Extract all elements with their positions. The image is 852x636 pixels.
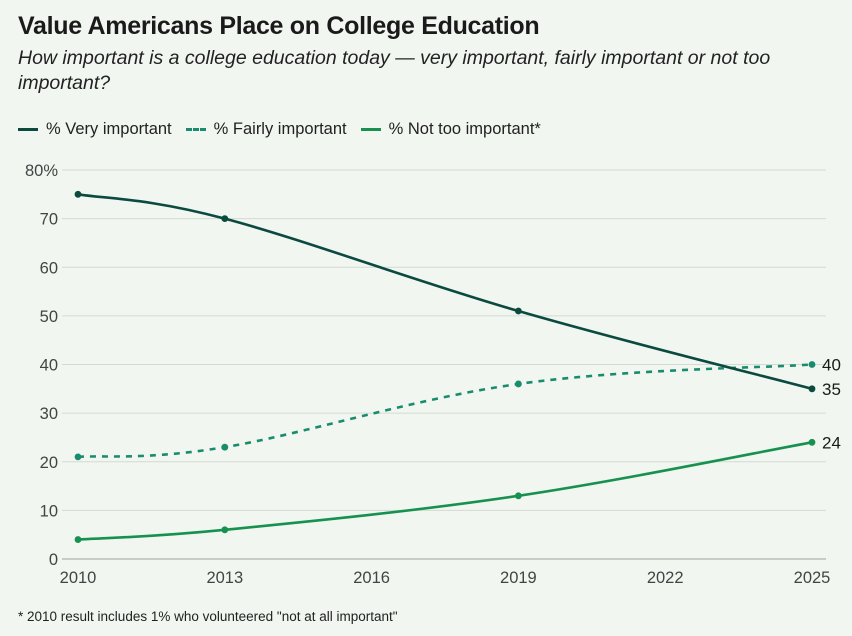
x-tick-label: 2022 xyxy=(647,569,684,587)
y-tick-label: 50 xyxy=(40,308,58,326)
series-line-very-important xyxy=(76,193,814,391)
x-tick-label: 2019 xyxy=(500,569,537,587)
chart-footnote: * 2010 result includes 1% who volunteere… xyxy=(18,609,398,624)
data-point-fairly-important xyxy=(808,361,816,368)
data-point-very-important xyxy=(515,307,522,315)
data-point-very-important xyxy=(808,385,816,393)
data-point-not-too-important xyxy=(74,536,82,543)
data-point-very-important xyxy=(74,190,82,198)
data-point-fairly-important xyxy=(515,380,522,388)
x-tick-label: 2016 xyxy=(353,569,390,587)
legend-item-not-too-important: % Not too important* xyxy=(360,119,541,139)
legend-item-fairly-important: % Fairly important xyxy=(185,119,347,139)
series-line-not-too-important xyxy=(76,441,814,541)
y-tick-label: 40 xyxy=(40,357,58,375)
chart-title: Value Americans Place on College Educati… xyxy=(18,12,540,40)
data-point-fairly-important xyxy=(221,443,229,451)
x-tick-label: 2013 xyxy=(206,569,243,587)
y-tick-label: 10 xyxy=(40,502,58,520)
x-tick-label: 2010 xyxy=(60,569,97,587)
end-label-not-too-important: 24 xyxy=(822,433,841,452)
y-tick-label: 20 xyxy=(40,454,58,472)
legend-label-not-too-important: % Not too important* xyxy=(388,119,541,138)
legend-label-fairly-important: % Fairly important xyxy=(213,119,347,138)
data-point-not-too-important xyxy=(808,438,816,446)
series-line-fairly-important xyxy=(77,363,813,459)
legend-item-very-important: % Very important xyxy=(18,120,172,139)
x-tick-label: 2025 xyxy=(794,569,831,587)
legend-label-very-important: % Very important xyxy=(46,119,172,138)
legend-swatch-fairly-important xyxy=(185,127,206,131)
end-label-very-important: 35 xyxy=(822,380,841,399)
y-tick-label: 0 xyxy=(49,551,58,569)
chart-legend: % Very important % Fairly important % No… xyxy=(18,118,541,140)
data-point-very-important xyxy=(221,215,229,223)
end-label-fairly-important: 40 xyxy=(822,356,841,375)
data-point-fairly-important xyxy=(74,453,82,461)
data-point-not-too-important xyxy=(515,492,522,500)
y-tick-label: 30 xyxy=(40,405,58,423)
y-tick-label: 60 xyxy=(40,259,58,277)
data-point-not-too-important xyxy=(221,526,229,534)
y-tick-label: 80% xyxy=(25,162,58,180)
legend-swatch-very-important xyxy=(18,127,38,131)
legend-swatch-not-too-important xyxy=(360,127,381,131)
y-tick-label: 70 xyxy=(40,211,58,229)
chart-subtitle: How important is a college education tod… xyxy=(18,47,771,94)
